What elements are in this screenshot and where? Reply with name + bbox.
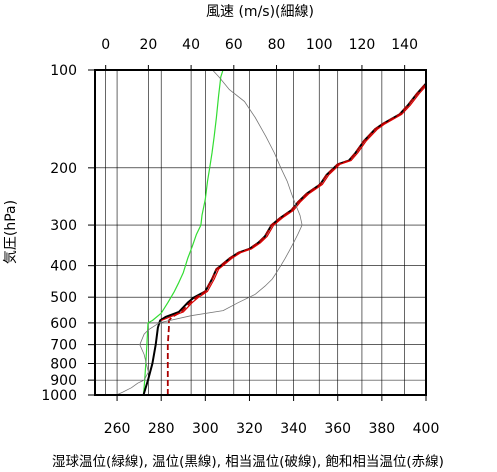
series-line-theta	[160, 85, 427, 322]
pressure-tick-label: 100	[50, 63, 77, 79]
bottom-tick-label: 300	[192, 421, 219, 437]
top-tick-label: 140	[391, 37, 418, 53]
bottom-tick-label: 360	[324, 421, 351, 437]
bottom-tick-label: 340	[280, 421, 307, 437]
pressure-tick-label: 800	[50, 357, 77, 373]
bottom-axis-ticks: 260 280 300 320 340 360 380 400	[104, 395, 440, 437]
pressure-tick-label: 700	[50, 338, 77, 354]
pressure-tick-label: 600	[50, 316, 77, 332]
series-line-theta	[166, 82, 427, 395]
series-line-wind	[116, 69, 303, 396]
top-tick-label: 40	[182, 37, 200, 53]
top-axis-label: 風速 (m/s)(細線)	[206, 4, 314, 20]
bottom-tick-label: 320	[236, 421, 263, 437]
series-line-theta	[142, 69, 224, 396]
pressure-tick-label: 200	[50, 161, 77, 177]
top-tick-label: 0	[101, 37, 110, 53]
grid	[95, 69, 427, 396]
pressure-tick-label: 1000	[41, 388, 77, 404]
bottom-axis-label: 湿球温位(緑線), 温位(黒線), 相当温位(破線), 飽和相当温位(赤線)	[52, 454, 444, 470]
bottom-tick-label: 280	[148, 421, 175, 437]
top-tick-label: 120	[349, 37, 376, 53]
bottom-tick-label: 400	[413, 421, 440, 437]
top-tick-label: 100	[306, 37, 333, 53]
top-tick-label: 20	[139, 37, 157, 53]
bottom-tick-label: 380	[368, 421, 395, 437]
pressure-tick-label: 500	[50, 290, 77, 306]
top-axis-ticks: 0 20 40 60 80 100 120 140	[101, 37, 418, 70]
series-line-theta	[142, 82, 427, 396]
pressure-tick-label: 900	[50, 373, 77, 389]
series	[116, 69, 427, 396]
top-tick-label: 80	[268, 37, 286, 53]
pressure-tick-label: 400	[50, 259, 77, 275]
top-tick-label: 60	[225, 37, 243, 53]
y-axis-label: 気圧(hPa)	[3, 200, 19, 264]
pressure-tick-label: 300	[50, 218, 77, 234]
bottom-tick-label: 260	[104, 421, 131, 437]
plot-frame	[94, 69, 427, 396]
